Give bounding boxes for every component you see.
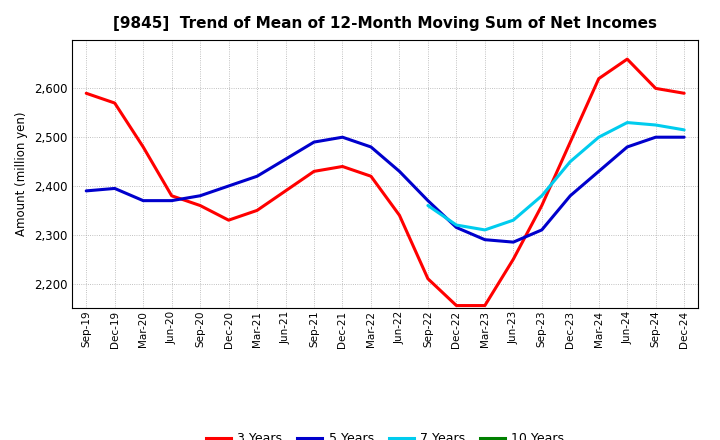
3 Years	[366, 174, 375, 179]
3 Years	[282, 188, 290, 194]
3 Years	[167, 193, 176, 198]
3 Years	[595, 76, 603, 81]
7 Years	[452, 222, 461, 227]
5 Years	[310, 139, 318, 145]
5 Years	[225, 183, 233, 189]
5 Years	[423, 198, 432, 203]
3 Years	[623, 56, 631, 62]
3 Years	[110, 100, 119, 106]
Line: 7 Years: 7 Years	[428, 123, 684, 230]
5 Years	[480, 237, 489, 242]
3 Years	[139, 144, 148, 150]
5 Years	[566, 193, 575, 198]
7 Years	[623, 120, 631, 125]
7 Years	[566, 159, 575, 164]
5 Years	[196, 193, 204, 198]
5 Years	[452, 225, 461, 230]
3 Years	[395, 213, 404, 218]
5 Years	[595, 169, 603, 174]
Y-axis label: Amount (million yen): Amount (million yen)	[15, 112, 28, 236]
7 Years	[680, 127, 688, 132]
3 Years	[196, 203, 204, 208]
3 Years	[652, 86, 660, 91]
5 Years	[680, 135, 688, 140]
5 Years	[537, 227, 546, 233]
3 Years	[566, 139, 575, 145]
5 Years	[366, 144, 375, 150]
3 Years	[338, 164, 347, 169]
Line: 3 Years: 3 Years	[86, 59, 684, 305]
3 Years	[82, 91, 91, 96]
3 Years	[225, 217, 233, 223]
Legend: 3 Years, 5 Years, 7 Years, 10 Years: 3 Years, 5 Years, 7 Years, 10 Years	[201, 427, 570, 440]
7 Years	[537, 193, 546, 198]
Title: [9845]  Trend of Mean of 12-Month Moving Sum of Net Incomes: [9845] Trend of Mean of 12-Month Moving …	[113, 16, 657, 32]
3 Years	[537, 203, 546, 208]
5 Years	[652, 135, 660, 140]
5 Years	[338, 135, 347, 140]
5 Years	[509, 239, 518, 245]
5 Years	[139, 198, 148, 203]
7 Years	[652, 122, 660, 128]
3 Years	[253, 208, 261, 213]
5 Years	[110, 186, 119, 191]
3 Years	[680, 91, 688, 96]
3 Years	[423, 276, 432, 281]
5 Years	[167, 198, 176, 203]
5 Years	[623, 144, 631, 150]
3 Years	[452, 303, 461, 308]
5 Years	[253, 174, 261, 179]
7 Years	[595, 135, 603, 140]
3 Years	[509, 257, 518, 262]
7 Years	[480, 227, 489, 233]
7 Years	[423, 203, 432, 208]
Line: 5 Years: 5 Years	[86, 137, 684, 242]
3 Years	[310, 169, 318, 174]
5 Years	[395, 169, 404, 174]
7 Years	[509, 217, 518, 223]
3 Years	[480, 303, 489, 308]
5 Years	[82, 188, 91, 194]
5 Years	[282, 157, 290, 162]
